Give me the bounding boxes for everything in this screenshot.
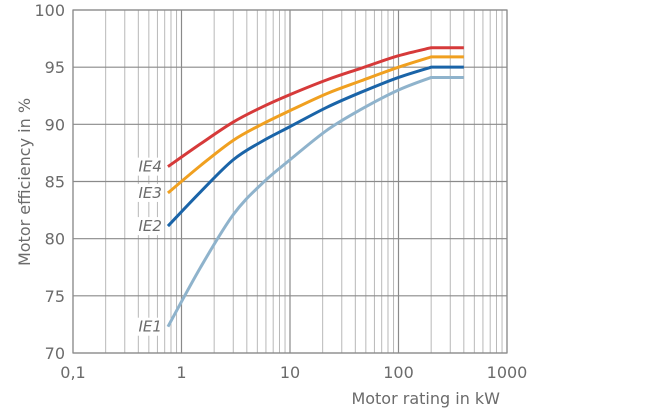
y-tick-label: 80: [45, 230, 65, 249]
y-tick-label: 75: [45, 287, 65, 306]
x-axis-label: Motor rating in kW: [351, 389, 500, 408]
series-label-ie3: IE3: [138, 184, 161, 202]
y-tick-label: 85: [45, 173, 65, 192]
x-tick-label: 1000: [487, 363, 528, 382]
y-tick-label: 70: [45, 344, 65, 363]
x-tick-label: 100: [383, 363, 414, 382]
series-curve-ie4: [167, 46, 464, 168]
y-axis-label: Motor efficiency in %: [15, 98, 34, 266]
y-tick-label: 95: [45, 58, 65, 77]
x-axis-ticks: 0,1 1 10 100 1000: [60, 363, 527, 382]
series-curve-ie1: [166, 75, 464, 328]
series-curve-ie3: [166, 55, 464, 195]
x-tick-label: 0,1: [60, 363, 85, 382]
series-labels: IE4 IE3 IE2 IE1: [131, 157, 162, 336]
x-tick-label: 1: [176, 363, 186, 382]
y-tick-label: 90: [45, 115, 65, 134]
series-label-ie2: IE2: [138, 217, 161, 235]
series-label-ie4: IE4: [138, 158, 161, 176]
x-tick-label: 10: [280, 363, 300, 382]
series-curve-ie2: [166, 65, 464, 228]
series-curves: [166, 46, 464, 328]
grid: [72, 9, 508, 354]
series-label-ie1: IE1: [138, 318, 161, 336]
y-tick-label: 100: [34, 1, 65, 20]
y-axis-ticks: 70 75 80 85 90 95 100: [34, 1, 65, 363]
